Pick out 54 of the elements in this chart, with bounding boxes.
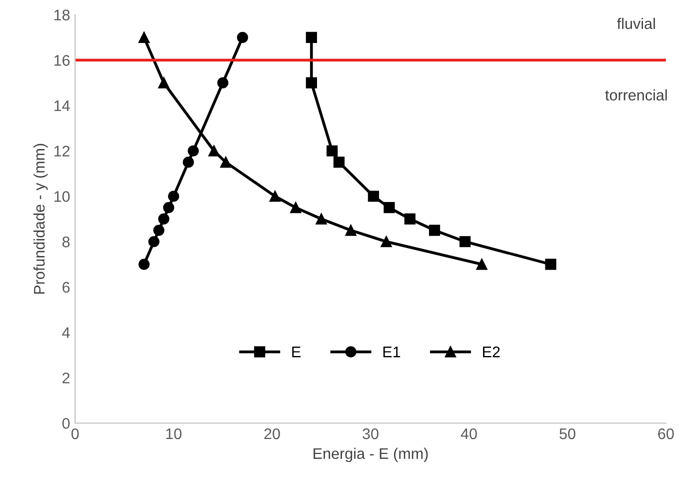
x-tick-label: 50: [560, 428, 576, 440]
x-tick-label: 40: [460, 428, 477, 440]
point: [306, 77, 318, 88]
annotation: torrencial: [605, 89, 667, 101]
point: [333, 156, 345, 168]
x-tick-label: 0: [71, 428, 79, 440]
y-tick-label: 8: [62, 236, 70, 248]
y-tick-label: 2: [62, 372, 70, 384]
point: [476, 258, 488, 270]
point: [168, 190, 180, 202]
y-tick-label: 4: [62, 327, 70, 338]
point: [269, 190, 281, 202]
x-axis-title: Energia - E (mm): [314, 448, 428, 462]
y-tick-label: 6: [62, 282, 70, 293]
point: [380, 236, 392, 248]
y-axis-title: Profundidade - y (mm): [33, 144, 48, 294]
x-tick-label: 10: [166, 428, 182, 440]
point: [326, 145, 338, 156]
legend-label: E: [292, 346, 301, 358]
point: [316, 213, 327, 224]
point: [158, 77, 170, 88]
y-tick-label: 18: [54, 10, 70, 20]
point: [220, 156, 232, 168]
point: [290, 202, 302, 214]
y-tick-label: 16: [54, 55, 70, 66]
point: [153, 224, 164, 236]
point: [404, 213, 416, 224]
point: [428, 224, 440, 236]
point: [148, 236, 160, 248]
legend-label: E1: [383, 346, 400, 358]
point: [208, 145, 220, 156]
y-tick-label: 14: [54, 100, 70, 112]
point: [138, 258, 150, 270]
point: [217, 77, 228, 88]
point: [460, 236, 471, 248]
x-tick-label: 20: [264, 428, 280, 440]
y-tick-label: 10: [54, 191, 70, 202]
x-tick-label: 60: [658, 428, 674, 440]
point: [188, 145, 199, 156]
point: [158, 213, 170, 224]
point: [545, 258, 556, 270]
legend-label: E2: [483, 346, 500, 358]
x-tick-label: 30: [362, 428, 378, 440]
point: [182, 156, 194, 168]
annotation: fluvial: [617, 18, 655, 30]
point: [345, 224, 356, 236]
point: [236, 32, 248, 44]
point: [368, 190, 380, 202]
point: [306, 32, 318, 44]
point: [163, 202, 174, 214]
point: [384, 202, 395, 214]
y-tick-label: 0: [62, 418, 70, 429]
y-tick-label: 12: [54, 146, 70, 156]
point: [138, 32, 150, 44]
